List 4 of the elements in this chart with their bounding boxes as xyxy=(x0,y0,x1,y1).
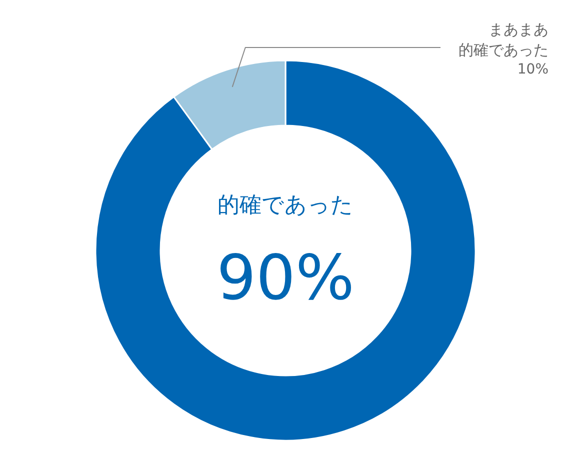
data-label: 90% xyxy=(216,241,354,314)
data-label: 10% xyxy=(517,62,549,78)
slice-label: 的確であった xyxy=(218,193,354,218)
slice-label: まあまあ的確であった xyxy=(458,20,548,59)
